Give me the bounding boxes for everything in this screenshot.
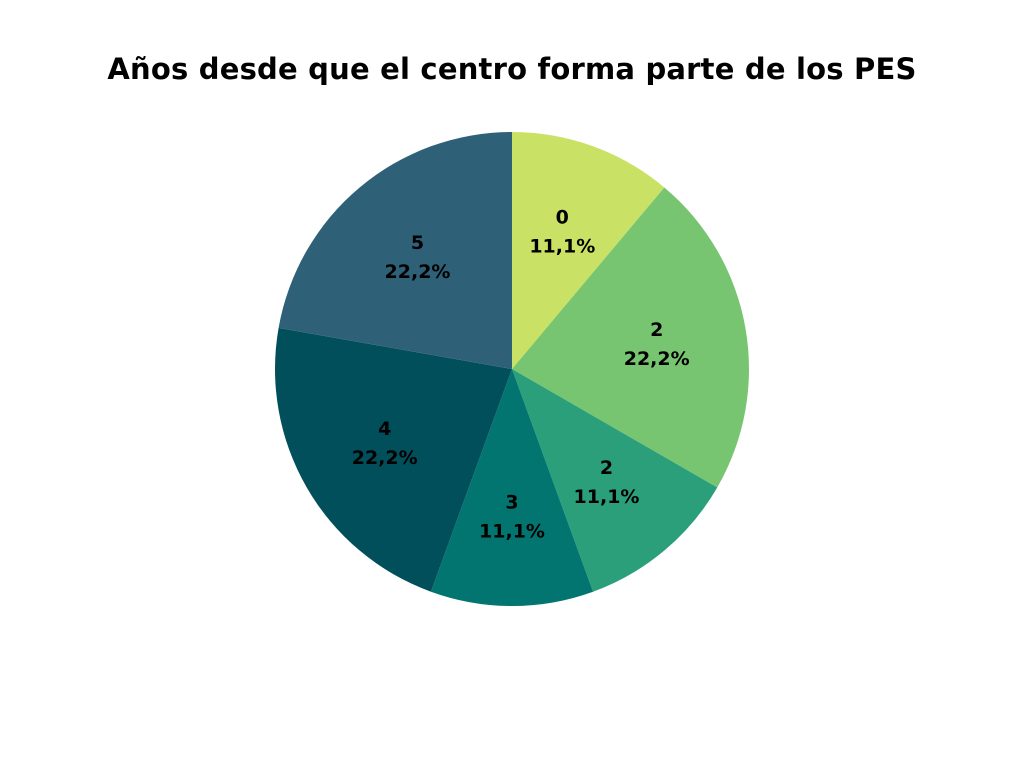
- pie-slice-3: [430, 369, 594, 607]
- slice-category-label-0: 0: [556, 206, 569, 228]
- pie-slice-labels: 0 11,1% 2 22,2% 2 11,1% 3 11,1% 4 22,2% 5 22,2%: [352, 206, 690, 542]
- slice-percent-label-5: 22,2%: [385, 261, 451, 283]
- slice-percent-label-1: 22,2%: [624, 348, 690, 370]
- pie-slice-2: [512, 369, 718, 592]
- slice-category-label-4: 4: [378, 418, 391, 440]
- slice-category-label-2: 2: [600, 457, 613, 479]
- pie-slice-1: [512, 187, 750, 488]
- slice-category-label-5: 5: [411, 232, 424, 254]
- pie-slice-4: [274, 327, 512, 592]
- slice-percent-label-4: 22,2%: [352, 447, 418, 469]
- slice-category-label-1: 2: [650, 319, 663, 341]
- slice-percent-label-3: 11,1%: [479, 520, 545, 542]
- slice-percent-label-2: 11,1%: [574, 486, 640, 508]
- slice-category-label-3: 3: [505, 491, 518, 513]
- chart-title: Años desde que el centro forma parte de …: [107, 52, 917, 86]
- slice-percent-label-0: 11,1%: [529, 235, 595, 257]
- pie-slice-5: [278, 132, 512, 369]
- pie-slices: [274, 132, 750, 607]
- pie-slice-0: [512, 132, 665, 369]
